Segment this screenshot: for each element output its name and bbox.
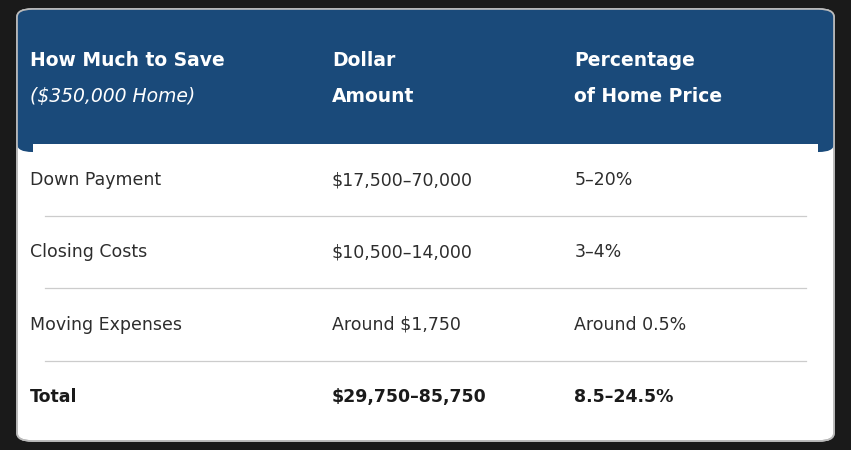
Text: Down Payment: Down Payment (30, 171, 161, 189)
Text: How Much to Save: How Much to Save (30, 51, 225, 70)
Text: 5–20%: 5–20% (574, 171, 633, 189)
Text: $10,500–14,000: $10,500–14,000 (332, 243, 473, 261)
Bar (33, 144, 818, 432)
Text: Closing Costs: Closing Costs (30, 243, 147, 261)
Text: Moving Expenses: Moving Expenses (30, 315, 182, 333)
Text: Dollar: Dollar (332, 51, 395, 70)
Text: of Home Price: of Home Price (574, 87, 722, 106)
FancyBboxPatch shape (17, 9, 834, 441)
Text: Amount: Amount (332, 87, 414, 106)
FancyBboxPatch shape (17, 9, 834, 152)
Text: $17,500–70,000: $17,500–70,000 (332, 171, 473, 189)
Text: ($350,000 Home): ($350,000 Home) (30, 87, 195, 106)
Text: Around 0.5%: Around 0.5% (574, 315, 687, 333)
Text: Percentage: Percentage (574, 51, 695, 70)
Text: 8.5–24.5%: 8.5–24.5% (574, 388, 674, 406)
Text: Around $1,750: Around $1,750 (332, 315, 460, 333)
Bar (32, 99, 819, 144)
Text: $29,750–85,750: $29,750–85,750 (332, 388, 487, 406)
Text: Total: Total (30, 388, 77, 406)
Text: 3–4%: 3–4% (574, 243, 622, 261)
